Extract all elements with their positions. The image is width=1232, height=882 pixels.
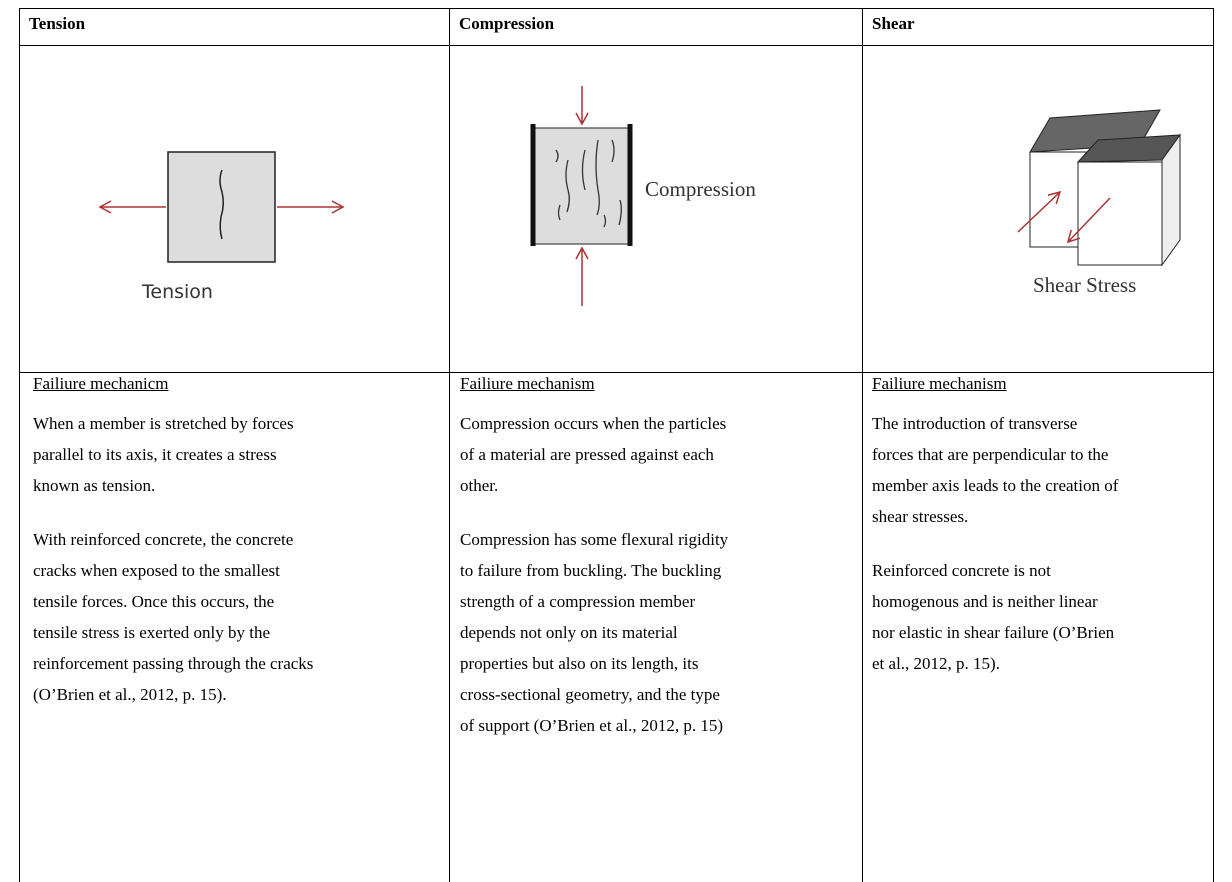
text-line: depends not only on its material (460, 623, 678, 642)
text-line: strength of a compression member (460, 592, 696, 611)
section-heading: Failiure mechanism (460, 374, 595, 393)
text-line: Compression occurs when the particles (460, 414, 727, 433)
section-heading: Failiure mechanism (872, 374, 1007, 393)
text-line: (O’Brien et al., 2012, p. 15). (33, 685, 227, 704)
table-border (19, 45, 1214, 46)
column-header: Shear (872, 14, 915, 33)
text-line: reinforcement passing through the cracks (33, 654, 314, 673)
table-border (19, 8, 20, 882)
text-line: parallel to its axis, it creates a stres… (33, 445, 277, 464)
text-line: of support (O’Brien et al., 2012, p. 15) (460, 716, 723, 735)
text-line: Compression has some flexural rigidity (460, 530, 729, 549)
text-line: shear stresses. (872, 507, 969, 526)
paragraph: Compression has some flexural rigidity to… (460, 524, 728, 741)
table-border (449, 8, 450, 882)
text-line: et al., 2012, p. 15). (872, 654, 1000, 673)
text-column: Failiure mechanism The introduction of tr… (872, 368, 1118, 679)
text-line: tensile stress is exerted only by the (33, 623, 271, 642)
text-column: Failiure mechanicm When a member is stret… (33, 368, 313, 710)
illustration-label: Shear Stress (1033, 273, 1136, 297)
column-header: Tension (29, 14, 86, 33)
table-border (1213, 8, 1214, 882)
illustration-label: Compression (645, 177, 756, 201)
shear-illustration: Shear Stress (1017, 109, 1182, 297)
table-border (862, 8, 863, 882)
table-border (19, 8, 1214, 9)
table-border (19, 372, 1214, 373)
text-line: other. (460, 476, 499, 495)
compression-illustration: Compression (530, 86, 756, 306)
text-line: cracks when exposed to the smallest (33, 561, 280, 580)
text-line: nor elastic in shear failure (O’Brien (872, 623, 1115, 642)
text-line: The introduction of transverse (872, 414, 1078, 433)
text-line: cross-sectional geometry, and the type (460, 685, 720, 704)
illustration-label: Tension (141, 281, 213, 303)
text-line: When a member is stretched by forces (33, 414, 294, 433)
text-line: With reinforced concrete, the concrete (33, 530, 294, 549)
paragraph: Reinforced concrete is not homogenous and… (872, 555, 1118, 679)
text-line: known as tension. (33, 476, 156, 495)
text-line: homogenous and is neither linear (872, 592, 1098, 611)
section-heading: Failiure mechanicm (33, 374, 169, 393)
text-line: properties but also on its length, its (460, 654, 699, 673)
text-line: member axis leads to the creation of (872, 476, 1119, 495)
paragraph: The introduction of transverse forces tha… (872, 408, 1118, 532)
text-line: to failure from buckling. The buckling (460, 561, 722, 580)
text-line: forces that are perpendicular to the (872, 445, 1109, 464)
text-line: Reinforced concrete is not (872, 561, 1051, 580)
paragraph: With reinforced concrete, the concrete cr… (33, 524, 313, 710)
text-column: Failiure mechanism Compression occurs whe… (460, 368, 728, 741)
paragraph: Compression occurs when the particles of … (460, 408, 728, 501)
column-header: Compression (459, 14, 555, 33)
tension-illustration: Tension (98, 151, 345, 303)
text-line: of a material are pressed against each (460, 445, 714, 464)
paragraph: When a member is stretched by forces para… (33, 408, 313, 501)
text-line: tensile forces. Once this occurs, the (33, 592, 275, 611)
